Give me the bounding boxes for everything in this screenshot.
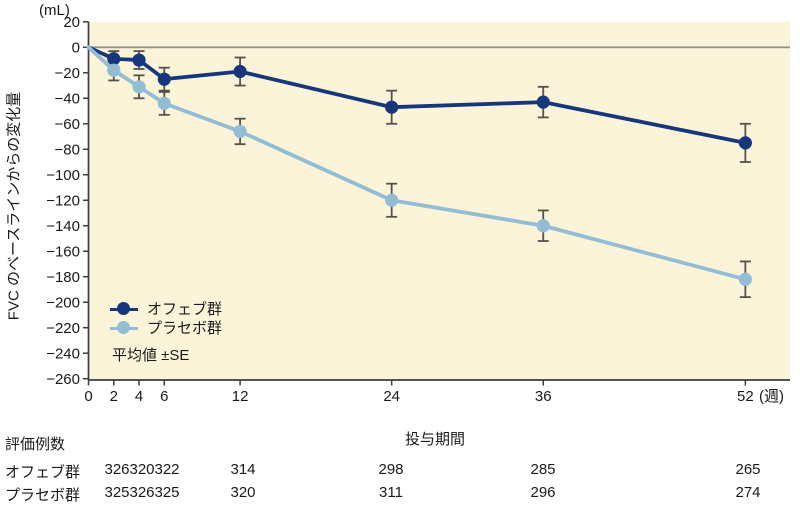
- y-tick-label: −240: [46, 345, 80, 362]
- fvc-line-chart: 200−20−40−60−80−100−120−140−160−180−200−…: [46, 14, 790, 405]
- y-tick-label: −140: [46, 218, 80, 235]
- table-cell: 320: [129, 461, 155, 478]
- table-cell: 320: [230, 484, 256, 501]
- mean-se-note: 平均値 ±SE: [112, 347, 190, 364]
- y-axis-title: FVC のベースラインからの変化量: [5, 91, 23, 321]
- y-tick-label: −80: [55, 141, 80, 158]
- y-tick-label: −180: [46, 269, 80, 286]
- legend: オフェブ群 プラセボ群 平均値 ±SE: [110, 299, 222, 365]
- data-point: [233, 124, 247, 139]
- legend-item-ofev: オフェブ群: [110, 299, 222, 318]
- y-tick-label: −60: [55, 116, 80, 133]
- y-tick-label: −120: [46, 192, 80, 209]
- table-cell: 274: [735, 484, 761, 501]
- y-tick-label: −220: [46, 320, 80, 337]
- data-point: [107, 63, 121, 77]
- plot-background: [89, 21, 790, 381]
- data-point: [107, 52, 121, 66]
- table-cell: 296: [530, 484, 556, 501]
- legend-label-ofev: オフェブ群: [147, 301, 223, 318]
- x-axis-title: 投与期間: [405, 431, 466, 448]
- table-cell: 325: [154, 484, 180, 501]
- table-cell: 326: [129, 484, 155, 501]
- data-point: [132, 80, 146, 94]
- data-point: [536, 219, 550, 233]
- data-point: [233, 64, 247, 79]
- data-point: [157, 72, 171, 86]
- data-point: [132, 53, 146, 67]
- y-tick-label: −160: [46, 243, 80, 260]
- y-tick-label: −20: [55, 65, 80, 82]
- y-tick-label: −200: [46, 294, 80, 311]
- x-tick-label: 12: [232, 388, 249, 405]
- table-cell: 325: [104, 484, 130, 501]
- data-point: [385, 100, 399, 114]
- y-tick-label: −100: [46, 167, 80, 184]
- data-point: [738, 272, 752, 286]
- table-cell: 265: [735, 461, 761, 478]
- legend-item-placebo: プラセボ群: [110, 318, 222, 337]
- y-tick-label: 0: [72, 40, 80, 57]
- x-tick-label: 0: [84, 388, 92, 405]
- ofev-series-marker-icon: [110, 301, 138, 316]
- x-tick-label: 2: [110, 388, 118, 405]
- table-cell: 326: [104, 461, 130, 478]
- legend-label-placebo: プラセボ群: [147, 320, 223, 337]
- y-tick-label: 20: [63, 14, 80, 31]
- placebo-series-marker-icon: [110, 320, 138, 335]
- table-cell: 311: [379, 484, 403, 501]
- table-cell: 314: [230, 461, 256, 478]
- table-row: プラセボ群 325 326 325 320 311 296 274: [0, 484, 800, 504]
- y-tick-label: −260: [46, 371, 80, 388]
- x-tick-label: 52: [737, 388, 754, 405]
- table-cell: 285: [530, 461, 556, 478]
- table-caption: 評価例数: [5, 436, 66, 453]
- table-row: オフェブ群 326 320 322 314 298 285 265: [0, 461, 800, 481]
- x-axis-unit-label: (週): [759, 388, 784, 405]
- data-point: [738, 136, 752, 150]
- x-tick-label: 24: [383, 388, 400, 405]
- table-row-label: オフェブ群: [5, 464, 81, 481]
- x-tick-label: 4: [135, 388, 143, 405]
- data-point: [385, 193, 399, 207]
- x-tick-label: 6: [160, 388, 168, 405]
- table-row-label: プラセボ群: [5, 487, 81, 504]
- table-cell: 298: [378, 461, 404, 478]
- data-point: [536, 95, 550, 109]
- x-tick-label: 36: [535, 388, 552, 405]
- y-axis-unit-label: (mL): [39, 2, 70, 19]
- data-point: [157, 96, 171, 110]
- table-cell: 322: [154, 461, 180, 478]
- y-tick-label: −40: [55, 90, 80, 107]
